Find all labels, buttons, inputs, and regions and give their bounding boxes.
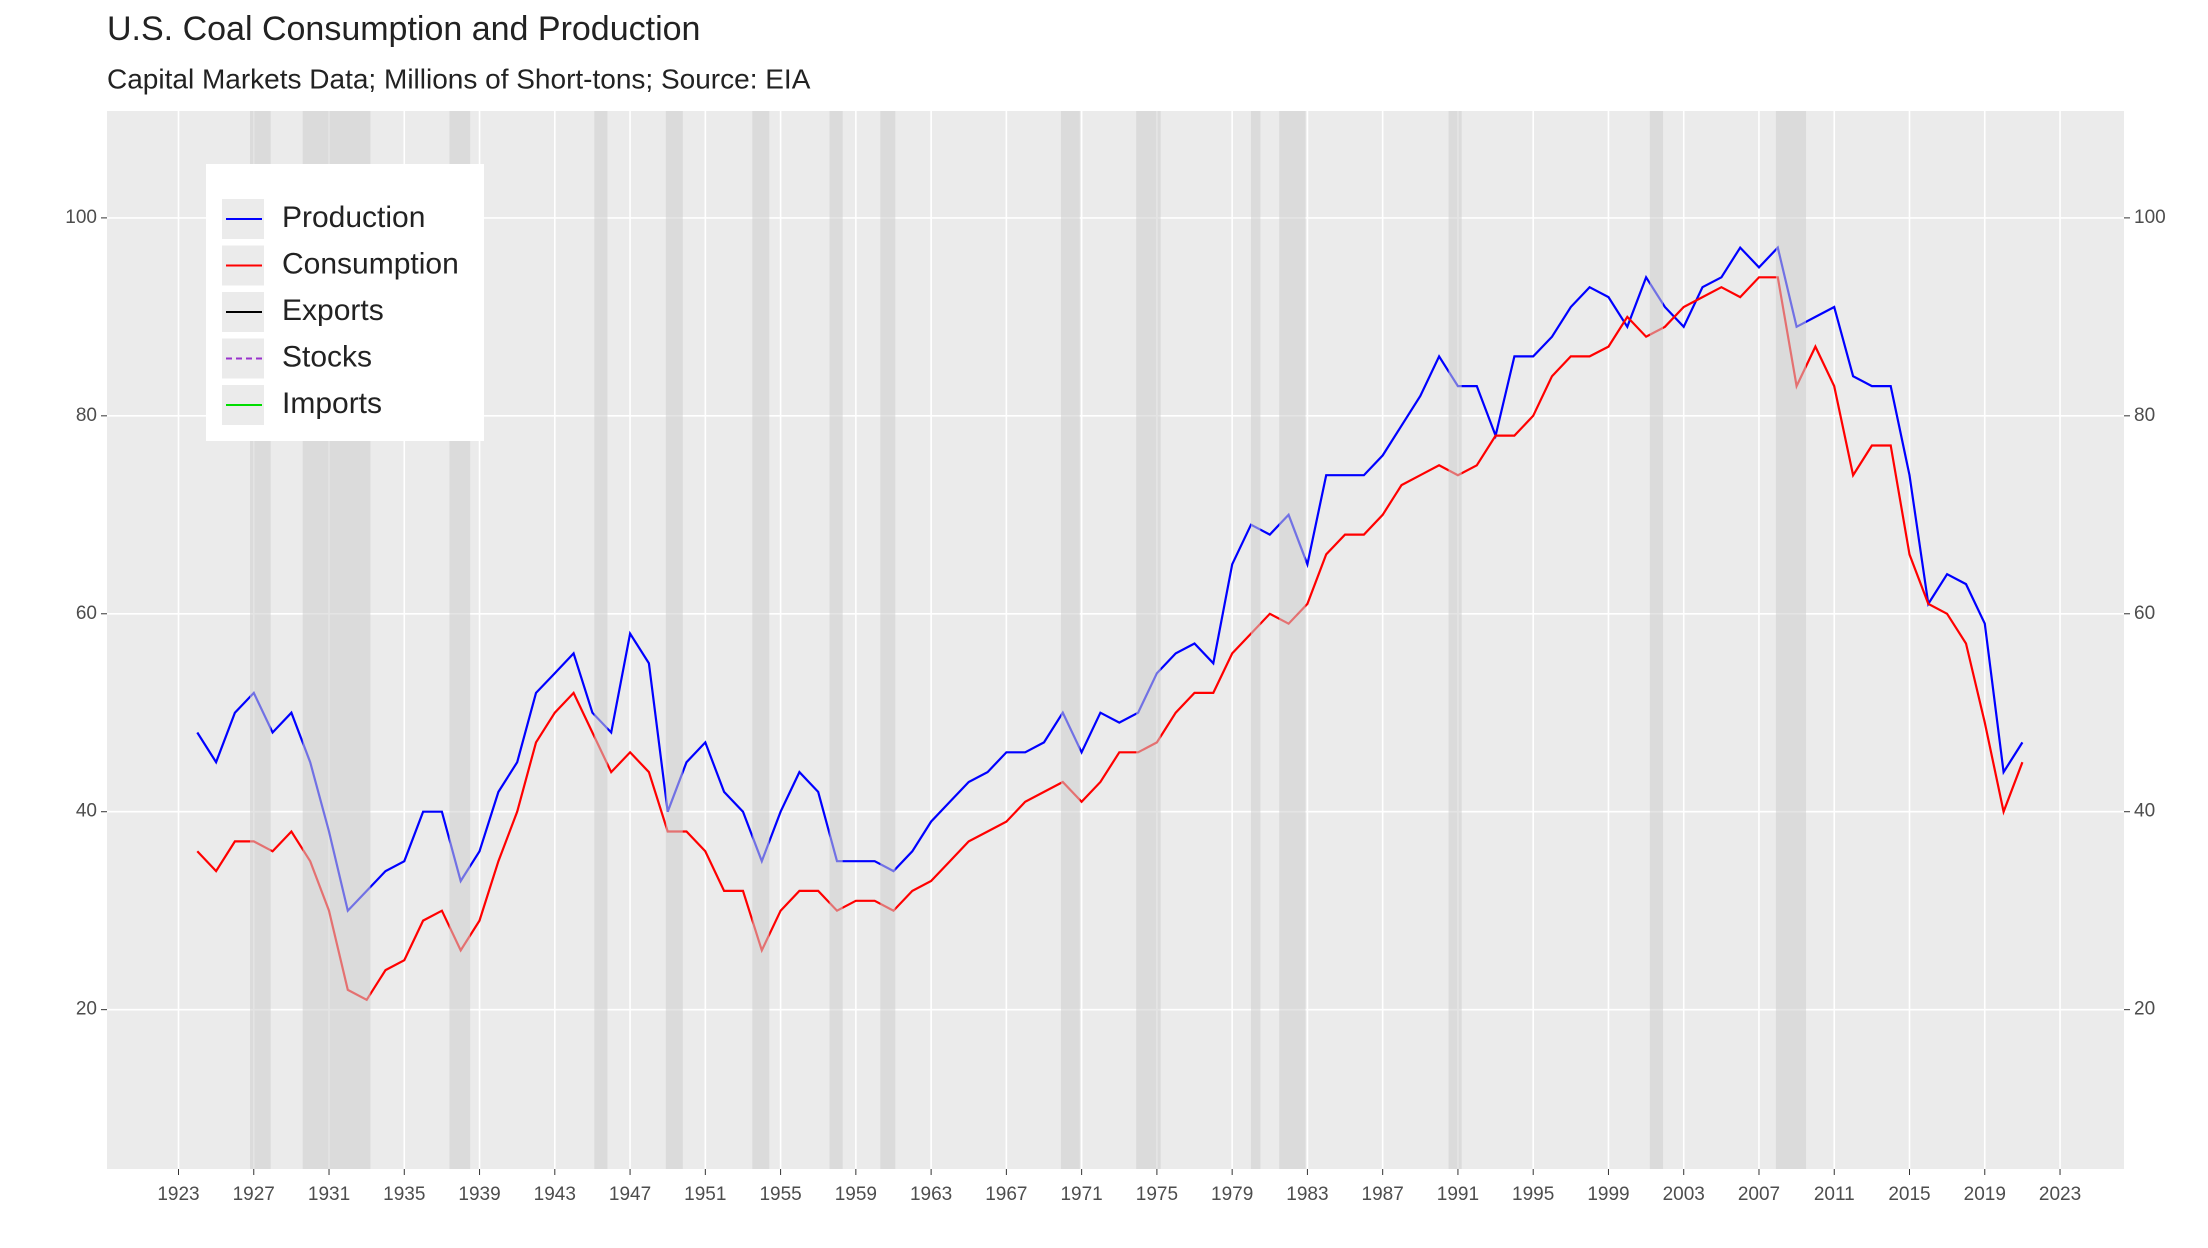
shaded-period (829, 111, 843, 1169)
x-tick-label: 1931 (308, 1184, 350, 1205)
legend-label: Exports (282, 294, 384, 327)
x-tick-label: 1959 (835, 1184, 877, 1205)
x-tick-label: 1975 (1136, 1184, 1178, 1205)
y2-tick-label: 60 (2134, 603, 2155, 624)
shaded-period (1060, 111, 1080, 1169)
shaded-period (1448, 111, 1462, 1169)
x-tick-label: 1979 (1211, 1184, 1253, 1205)
x-tick-label: 2011 (1814, 1184, 1855, 1205)
x-tick-label: 1923 (157, 1184, 199, 1205)
x-tick-label: 1995 (1512, 1184, 1554, 1205)
shaded-period (1136, 111, 1161, 1169)
y2-tick-label: 40 (2134, 801, 2155, 822)
y-tick-label: 100 (65, 207, 97, 228)
x-tick-label: 2023 (2039, 1184, 2081, 1205)
y2-tick-label: 100 (2134, 207, 2166, 228)
x-tick-label: 2003 (1663, 1184, 1705, 1205)
shaded-period (1279, 111, 1306, 1169)
x-tick-label: 2007 (1738, 1184, 1780, 1205)
x-tick-label: 1935 (383, 1184, 425, 1205)
shaded-period (1775, 111, 1807, 1169)
x-tick-label: 1983 (1286, 1184, 1328, 1205)
shaded-period (1250, 111, 1261, 1169)
legend-label: Stocks (282, 340, 372, 373)
y-tick-label: 40 (76, 801, 97, 822)
x-tick-label: 1943 (534, 1184, 576, 1205)
y-tick-label: 80 (76, 405, 97, 426)
x-tick-label: 1927 (233, 1184, 275, 1205)
y2-tick-label: 80 (2134, 405, 2155, 426)
x-tick-label: 1999 (1587, 1184, 1629, 1205)
legend-label: Consumption (282, 247, 459, 280)
series-line (196, 245, 2024, 913)
y2-tick-label: 20 (2134, 999, 2155, 1020)
y-tick-label: 20 (76, 999, 97, 1020)
shaded-period (665, 111, 683, 1169)
x-tick-label: 1987 (1362, 1184, 1404, 1205)
chart-subtitle: Capital Markets Data; Millions of Short-… (107, 63, 811, 94)
x-tick-label: 2015 (1888, 1184, 1930, 1205)
legend-label: Imports (282, 387, 382, 420)
y-tick-label: 60 (76, 603, 97, 624)
x-tick-label: 1951 (684, 1184, 726, 1205)
x-tick-label: 1967 (985, 1184, 1027, 1205)
shaded-period (880, 111, 896, 1169)
x-tick-label: 2019 (1964, 1184, 2006, 1205)
x-tick-label: 1955 (759, 1184, 801, 1205)
shaded-period (594, 111, 608, 1169)
x-tick-label: 1939 (458, 1184, 500, 1205)
shaded-period (1649, 111, 1664, 1169)
x-tick-label: 1971 (1060, 1184, 1102, 1205)
x-tick-label: 1963 (910, 1184, 952, 1205)
chart-title: U.S. Coal Consumption and Production (107, 10, 700, 48)
x-tick-label: 1991 (1437, 1184, 1479, 1205)
series-line (196, 276, 2024, 1002)
x-tick-label: 1947 (609, 1184, 651, 1205)
legend-label: Production (282, 201, 425, 234)
shaded-period (752, 111, 770, 1169)
